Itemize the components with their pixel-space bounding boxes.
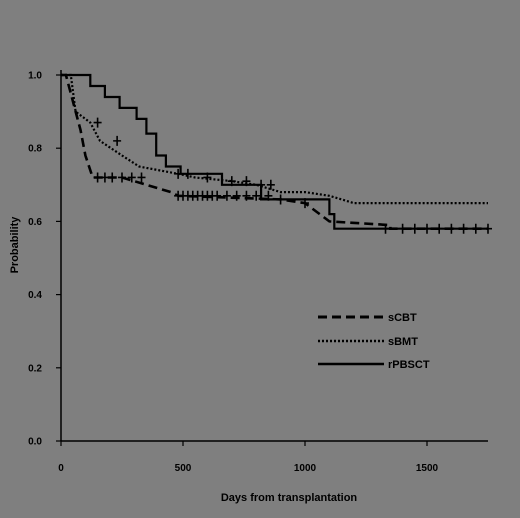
legend-label-rpbsct: rPBSCT xyxy=(388,359,430,371)
censor-mark-sbmt xyxy=(266,179,275,190)
series-line-sbmt xyxy=(61,73,488,205)
censor-mark-rpbsct xyxy=(381,223,390,234)
censor-mark-scbt xyxy=(252,190,261,201)
censor-mark-scbt xyxy=(100,172,109,183)
y-tick-label: 0.2 xyxy=(28,363,42,374)
series-rpbsct xyxy=(61,73,488,234)
x-axis-title: Days from transplantation xyxy=(221,492,358,504)
y-tick-label: 0.4 xyxy=(28,290,42,301)
axes: 0.0 0.2 0.4 0.6 0.8 1.0 0 500 1000 1500 xyxy=(28,70,488,474)
y-tick-label: 0.6 xyxy=(28,217,42,228)
censor-mark-sbmt xyxy=(93,117,102,128)
legend-label-sbmt: sBMT xyxy=(388,336,418,348)
censor-mark-scbt xyxy=(213,190,222,201)
censor-mark-scbt xyxy=(137,172,146,183)
x-tick-label: 500 xyxy=(175,463,192,474)
x-tick-label: 0 xyxy=(58,463,64,474)
x-tick-label: 1000 xyxy=(294,463,317,474)
y-tick-label: 0.8 xyxy=(28,144,42,155)
censor-mark-scbt xyxy=(127,172,136,183)
series-line-rpbsct xyxy=(61,73,488,230)
x-tick-label: 1500 xyxy=(416,463,439,474)
censor-mark-scbt xyxy=(222,190,231,201)
legend: sCBT sBMT rPBSCT xyxy=(318,312,430,371)
censor-mark-scbt xyxy=(232,190,241,201)
y-tick-label: 1.0 xyxy=(28,71,42,82)
censor-mark-scbt xyxy=(93,172,102,183)
censor-mark-scbt xyxy=(118,172,126,183)
censor-mark-scbt xyxy=(242,190,251,201)
series-layer xyxy=(61,73,492,234)
legend-label-scbt: sCBT xyxy=(388,312,417,324)
censor-mark-scbt xyxy=(108,172,117,183)
censor-mark-sbmt xyxy=(113,135,122,146)
y-tick-label: 0.0 xyxy=(28,437,42,448)
y-axis-title: Probability xyxy=(9,216,21,274)
